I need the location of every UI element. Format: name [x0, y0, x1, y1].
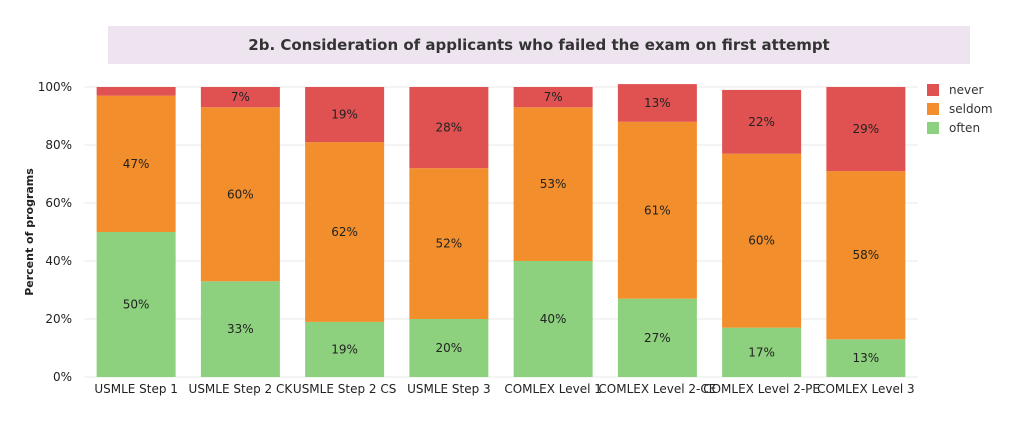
- bar-never: [617, 84, 697, 122]
- bar-never: [826, 87, 906, 172]
- data-label: 19%: [331, 108, 358, 122]
- bar-never: [409, 87, 489, 169]
- x-tick-label: COMLEX Level 2-CE: [598, 382, 716, 396]
- data-label: 27%: [644, 331, 671, 345]
- legend-label: often: [949, 120, 981, 135]
- y-tick-label: 20%: [45, 312, 72, 326]
- data-label: 19%: [331, 342, 358, 356]
- bar-never: [513, 87, 593, 108]
- bar-seldom: [305, 142, 385, 322]
- bar-often: [200, 281, 280, 377]
- legend-swatch: [927, 83, 939, 96]
- chart-title: 2b. Consideration of applicants who fail…: [248, 36, 830, 54]
- legend-item-often: often: [927, 118, 993, 137]
- data-label: 61%: [644, 203, 671, 217]
- bar-seldom: [200, 107, 280, 282]
- bar-seldom: [96, 95, 176, 232]
- bar-often: [513, 261, 593, 377]
- data-label: 60%: [748, 234, 775, 248]
- data-label: 53%: [540, 177, 567, 191]
- bar-often: [722, 327, 802, 377]
- bar-often: [826, 339, 906, 377]
- bar-seldom: [722, 153, 802, 328]
- data-label: 22%: [748, 115, 775, 129]
- x-tick-label: USMLE Step 2 CK: [189, 382, 294, 396]
- bar-seldom: [826, 171, 906, 340]
- x-tick-label: USMLE Step 3: [407, 382, 491, 396]
- data-label: 52%: [436, 237, 463, 251]
- x-tick-label: COMLEX Level 2-PE: [703, 382, 820, 396]
- data-label: 29%: [853, 122, 880, 136]
- bar-seldom: [513, 107, 593, 261]
- legend-swatch: [927, 102, 939, 115]
- bar-seldom: [409, 168, 489, 319]
- legend-item-never: never: [927, 80, 993, 99]
- y-tick-label: 80%: [45, 138, 72, 152]
- bar-often: [305, 321, 385, 377]
- data-label: 60%: [227, 187, 254, 201]
- data-label: 40%: [540, 312, 567, 326]
- bar-never: [96, 87, 176, 96]
- data-label: 28%: [436, 121, 463, 135]
- bar-often: [96, 232, 176, 377]
- legend-swatch: [927, 121, 939, 134]
- data-label: 33%: [227, 322, 254, 336]
- bar-often: [617, 298, 697, 377]
- data-label: 50%: [123, 298, 150, 312]
- legend-item-seldom: seldom: [927, 99, 993, 118]
- chart-title-banner: 2b. Consideration of applicants who fail…: [108, 26, 970, 64]
- data-label: 13%: [644, 96, 671, 110]
- legend-label: never: [949, 82, 984, 97]
- y-tick-label: 60%: [45, 196, 72, 210]
- x-tick-label: USMLE Step 2 CS: [293, 382, 396, 396]
- bar-never: [722, 89, 802, 154]
- bar-often: [409, 319, 489, 377]
- data-label: 13%: [853, 351, 880, 365]
- legend-label: seldom: [949, 101, 993, 116]
- x-tick-label: COMLEX Level 3: [817, 382, 915, 396]
- x-tick-label: USMLE Step 1: [94, 382, 178, 396]
- data-label: 7%: [544, 90, 563, 104]
- data-label: 47%: [123, 157, 150, 171]
- chart-legend: never seldom often: [927, 80, 993, 137]
- data-label: 20%: [436, 341, 463, 355]
- y-tick-label: 0%: [53, 370, 72, 384]
- data-label: 58%: [853, 248, 880, 262]
- bar-never: [200, 87, 280, 108]
- data-label: 17%: [748, 345, 775, 359]
- data-label: 7%: [231, 90, 250, 104]
- x-tick-label: COMLEX Level 1: [504, 382, 602, 396]
- y-tick-label: 100%: [38, 80, 72, 94]
- data-label: 62%: [331, 225, 358, 239]
- y-axis-title: Percent of programs: [23, 168, 36, 296]
- y-tick-label: 40%: [45, 254, 72, 268]
- bar-never: [305, 87, 385, 143]
- bar-seldom: [617, 121, 697, 299]
